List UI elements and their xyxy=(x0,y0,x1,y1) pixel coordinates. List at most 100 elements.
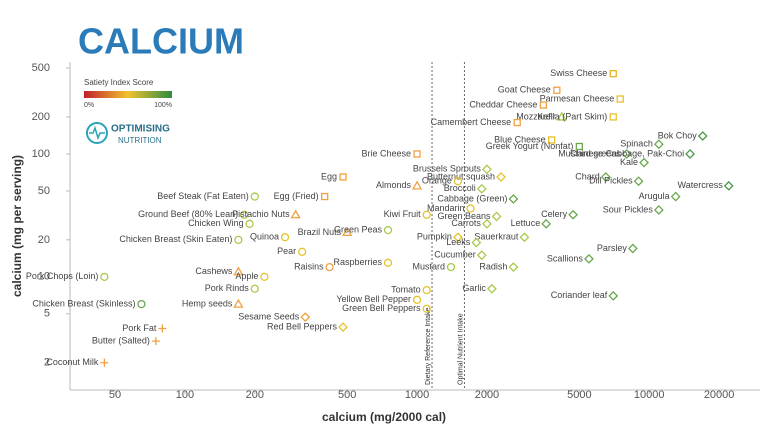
legend-colorbar xyxy=(84,91,172,98)
point-label: Mustard greens xyxy=(558,148,621,158)
logo-icon xyxy=(86,122,108,144)
point-label: Quinoa xyxy=(250,232,279,242)
point xyxy=(240,210,249,219)
x-tick-label: 50 xyxy=(109,389,121,401)
point-label: Cheddar Cheese xyxy=(469,99,537,109)
point xyxy=(233,266,244,276)
point xyxy=(627,243,638,254)
point-label: Greek Yogurt (Nonfat) xyxy=(486,141,574,151)
point-label: Orange xyxy=(422,176,452,186)
point-label: Brazil Nuts xyxy=(298,227,342,237)
point-label: Green Beans xyxy=(438,211,492,221)
point xyxy=(339,173,347,181)
point xyxy=(250,284,259,293)
y-tick-label: 20 xyxy=(38,234,50,246)
point xyxy=(250,192,259,201)
y-tick-label: 100 xyxy=(32,148,50,160)
point xyxy=(446,262,456,272)
point-label: Sauerkraut xyxy=(474,232,519,242)
point xyxy=(639,157,649,168)
point-label: Pear xyxy=(277,246,296,256)
point xyxy=(422,210,431,219)
chart-title: CALCIUM xyxy=(78,21,244,62)
point-label: Almonds xyxy=(376,180,412,190)
point xyxy=(453,177,463,186)
point-label: Green Peas xyxy=(334,224,383,234)
x-tick-label: 2000 xyxy=(475,389,499,401)
y-tick-label: 50 xyxy=(38,185,50,197)
point xyxy=(670,191,681,202)
point xyxy=(513,118,521,127)
point xyxy=(383,225,393,235)
point-label: Carrots xyxy=(451,218,481,228)
point xyxy=(553,86,561,94)
point xyxy=(556,111,567,121)
point-label: Hemp seeds xyxy=(182,298,233,308)
point xyxy=(466,204,475,213)
point xyxy=(151,337,160,346)
point xyxy=(482,218,492,229)
point xyxy=(338,322,348,333)
point-label: Kiwi Fruit xyxy=(384,209,422,219)
point xyxy=(137,299,146,309)
point-label: Scallions xyxy=(547,253,584,263)
point-label: Parsley xyxy=(597,243,628,253)
point xyxy=(412,295,422,304)
point-label: Apple xyxy=(235,271,258,281)
x-tick-label: 5000 xyxy=(567,389,591,401)
point xyxy=(584,253,594,264)
point-label: Butternut squash xyxy=(427,171,495,181)
point-label: Mandarin xyxy=(427,203,465,213)
point-label: Tomato xyxy=(391,284,421,294)
point xyxy=(422,304,431,313)
point xyxy=(723,180,734,191)
point-label: Garlic xyxy=(462,283,486,293)
point-label: Ground Beef (80% Lean) xyxy=(138,209,238,219)
point xyxy=(633,176,644,187)
point xyxy=(476,250,487,261)
point-label: Brussels Sprouts xyxy=(413,164,482,174)
point-label: Dill Pickles xyxy=(589,176,633,186)
x-tick-label: 100 xyxy=(176,389,194,401)
logo-line1: OPTIMISING xyxy=(111,124,170,135)
reference-label: Dietary Reference Intake xyxy=(425,307,432,385)
point-label: Cashews xyxy=(195,266,233,276)
point xyxy=(245,219,254,228)
point-label: Cucumber xyxy=(434,250,476,260)
point xyxy=(568,209,579,220)
point-label: Chicken Wing xyxy=(188,218,244,228)
y-tick-label: 10 xyxy=(38,271,50,283)
point-label: Pumpkin xyxy=(417,232,452,242)
point xyxy=(383,258,393,267)
point-label: Kefir xyxy=(537,111,556,121)
point xyxy=(290,209,301,219)
point-label: Cabbage (Green) xyxy=(437,193,507,203)
logo-pulse xyxy=(89,125,105,141)
point xyxy=(609,113,617,121)
point-label: Blue Cheese xyxy=(494,134,546,144)
point xyxy=(508,194,519,204)
point-label: Mozzarella (Part Skim) xyxy=(516,111,607,121)
point-label: Raisins xyxy=(294,261,324,271)
point-label: Coconut Milk xyxy=(46,357,99,367)
point xyxy=(158,324,167,333)
point xyxy=(653,139,664,150)
point-label: Beef Steak (Fat Eaten) xyxy=(157,191,249,201)
point xyxy=(453,232,463,243)
point xyxy=(539,101,548,109)
point xyxy=(300,312,311,323)
point xyxy=(321,192,329,201)
point xyxy=(600,172,611,182)
point-label: Goat Cheese xyxy=(498,85,551,95)
point xyxy=(608,290,619,301)
point xyxy=(496,172,506,182)
point xyxy=(519,232,530,243)
point-label: Raspberries xyxy=(334,257,383,267)
legend-min: 0% xyxy=(84,102,94,109)
point-label: Watercress xyxy=(678,180,724,190)
y-axis-label: calcium (mg per serving) xyxy=(10,155,24,297)
point-label: Broccoli xyxy=(444,183,476,193)
point xyxy=(471,237,482,248)
point-label: Red Bell Peppers xyxy=(267,321,338,331)
